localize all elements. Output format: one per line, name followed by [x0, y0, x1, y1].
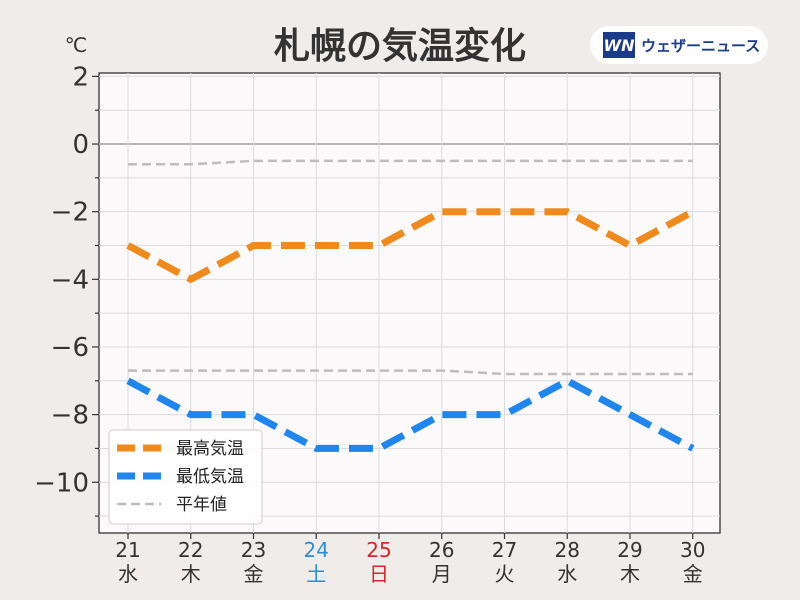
y-tick-label: 0: [72, 130, 89, 160]
y-tick-label: 2: [72, 62, 89, 92]
x-tick-day: 30: [680, 538, 705, 562]
x-tick-weekday: 木: [181, 562, 201, 586]
x-tick-day: 22: [178, 538, 203, 562]
x-tick-day: 23: [241, 538, 266, 562]
x-tick-weekday: 金: [683, 562, 703, 586]
x-tick-weekday: 水: [557, 562, 577, 586]
x-tick-weekday: 日: [369, 562, 389, 586]
legend-normal-label: 平年値: [176, 495, 227, 515]
x-tick-weekday: 水: [118, 562, 138, 586]
x-tick-day: 21: [115, 538, 140, 562]
brand-logo-letters: WN: [603, 36, 635, 55]
series: [126, 159, 695, 452]
x-tick-day: 25: [366, 538, 391, 562]
x-tick-weekday: 火: [495, 562, 515, 586]
legend: 最高気温 最低気温 平年値: [108, 429, 263, 525]
y-tick-label: −10: [34, 468, 89, 498]
brand-badge: WN ウェザーニュース: [590, 26, 768, 64]
legend-high-label: 最高気温: [176, 439, 244, 459]
legend-box: [108, 429, 263, 525]
y-tick-label: −2: [51, 198, 89, 228]
min-temp-line: [126, 377, 695, 452]
x-tick-weekday: 月: [432, 562, 452, 586]
normal-low-line: [128, 369, 693, 376]
x-tick-day: 27: [492, 538, 517, 562]
y-axis-unit: ℃: [65, 33, 87, 57]
axes: 20−2−4−6−8−1021水22木23金24土25日26月27火28水29木…: [34, 62, 705, 586]
x-tick-weekday: 木: [620, 562, 640, 586]
x-tick-day: 28: [555, 538, 580, 562]
max-temp-line: [126, 208, 695, 283]
y-tick-label: −6: [51, 333, 89, 363]
x-tick-weekday: 土: [306, 562, 326, 586]
x-tick-day: 24: [304, 538, 329, 562]
y-tick-label: −8: [51, 401, 89, 431]
x-tick-day: 29: [617, 538, 642, 562]
chart-title: 札幌の気温変化: [274, 25, 526, 67]
legend-low-label: 最低気温: [176, 467, 244, 487]
x-tick-weekday: 金: [244, 562, 264, 586]
grid: [99, 73, 720, 533]
x-tick-day: 26: [429, 538, 454, 562]
normal-high-line: [128, 159, 693, 166]
brand-logo-icon: [603, 32, 635, 58]
brand-name: ウェザーニュース: [641, 37, 760, 55]
y-tick-label: −4: [51, 265, 89, 295]
